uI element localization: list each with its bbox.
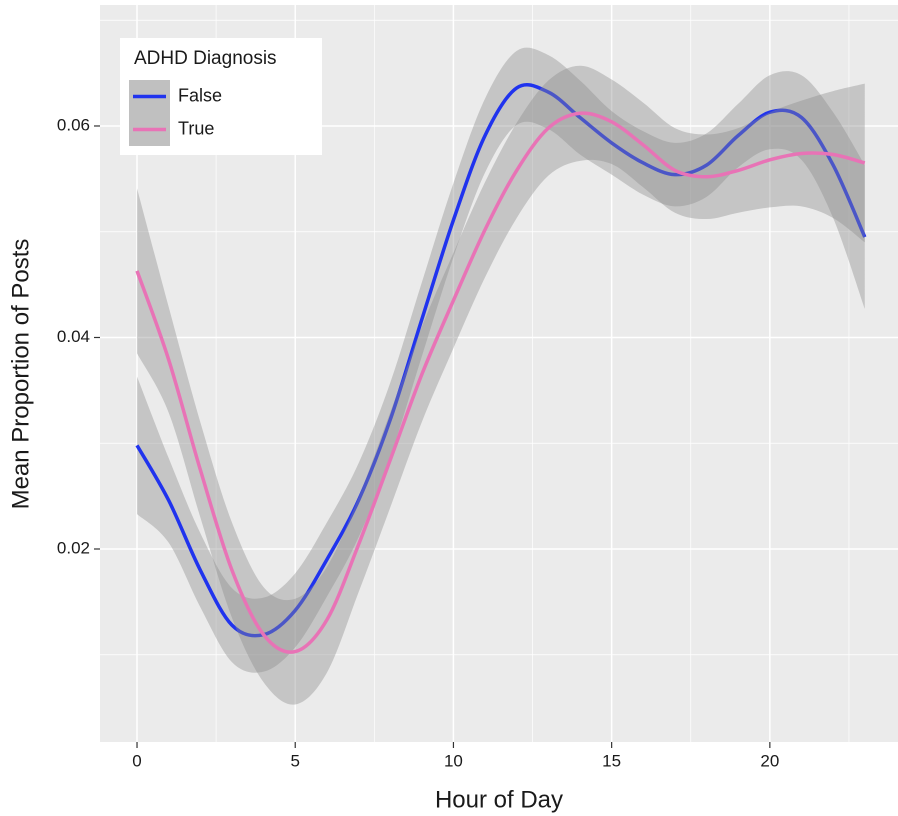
legend-label: True bbox=[178, 118, 214, 138]
x-tick-label: 15 bbox=[602, 751, 621, 770]
y-tick-label: 0.04 bbox=[57, 327, 90, 346]
confidence-band bbox=[137, 47, 865, 673]
legend: ADHD Diagnosis False True bbox=[120, 38, 322, 155]
line bbox=[135, 111, 866, 654]
legend-title: ADHD Diagnosis bbox=[134, 48, 277, 69]
x-tick-label: 0 bbox=[132, 751, 141, 770]
x-tick-label: 10 bbox=[444, 751, 463, 770]
x-tick-label: 5 bbox=[290, 751, 299, 770]
y-tick-label: 0.02 bbox=[57, 538, 90, 557]
y-axis-title: Mean Proportion of Posts bbox=[7, 239, 34, 510]
legend-label: False bbox=[178, 85, 222, 105]
x-axis-title: Hour of Day bbox=[435, 786, 563, 813]
y-tick-label: 0.06 bbox=[57, 115, 90, 134]
confidence-band bbox=[137, 65, 865, 705]
x-tick-label: 20 bbox=[760, 751, 779, 770]
